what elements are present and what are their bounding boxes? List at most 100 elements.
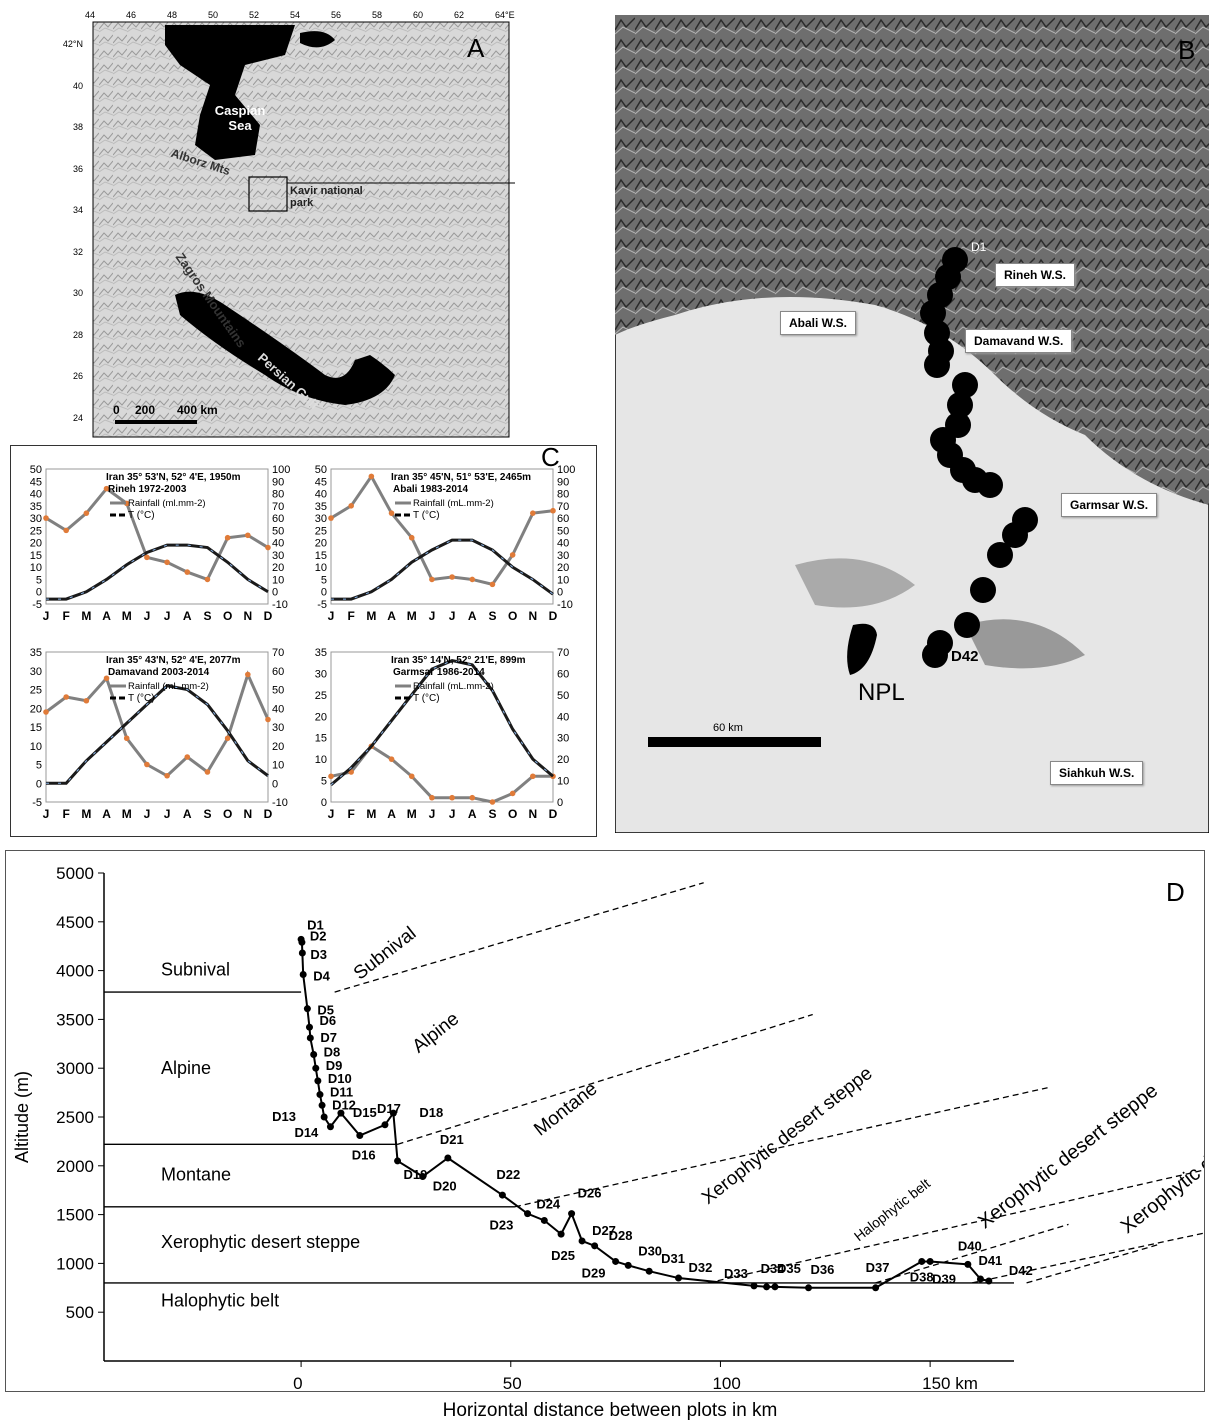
diagonal-boundary [707,1167,1214,1284]
rainfall-point [63,527,69,534]
left-tick: 25 [30,685,42,697]
rainfall-point [63,694,69,700]
left-tick: 5 [321,574,327,586]
panel-a-letter: A [467,33,485,63]
rainfall-point [184,569,191,575]
rainfall-line [45,486,269,582]
chart-station: Abali 1983-2014 [393,484,468,495]
right-tick: 50 [272,525,284,537]
right-tick: 30 [272,722,284,734]
longitude-tick: 60 [413,10,424,20]
plot-point-d10 [314,1077,322,1085]
rainfall-point [43,709,49,715]
chart-station: Garmsar 1986-2014 [393,667,485,678]
rainfall-point [144,761,150,768]
diagonal-boundary [334,882,704,993]
d1-label: D1 [971,240,987,254]
plot-label-d42: D42 [1009,1263,1033,1278]
plot-point-d8 [310,1051,318,1059]
rainfall-point [489,581,496,588]
panel-a: 44 46 48 50 52 54 56 58 60 62 64°E 42°N 40 38 36 34 32 3… [63,5,630,445]
right-tick: 90 [272,476,284,488]
left-tick: 40 [315,489,327,501]
right-tick: 80 [272,489,284,501]
latitude-tick: 26 [72,371,83,381]
longitude-tick: 64°E [495,10,515,20]
plot-label-d6: D6 [319,1013,336,1028]
right-tick: 90 [557,476,569,488]
rainfall-point [103,675,110,682]
rainfall-point [408,534,415,541]
left-tick: 25 [30,525,42,537]
rainfall-point [83,510,90,516]
plot-point-d2 [298,938,306,946]
month-tick: F [63,807,70,821]
left-tick: 20 [30,703,42,715]
right-tick: -10 [272,797,288,809]
month-tick: D [264,807,273,821]
right-tick: 30 [557,550,569,562]
month-tick: J [43,609,50,623]
plot-point-d29 [612,1257,620,1265]
rainfall-point [348,503,354,509]
chart-frame [330,651,554,803]
month-tick: M [366,807,376,821]
left-tick: 20 [315,711,327,723]
left-tick: 5 [36,760,42,772]
caspian-sea [165,25,295,160]
plot-label-d21: D21 [440,1132,464,1147]
panel-b: B D1 D42 NPL 60 km Rineh W.S. Abali W.S.… [614,14,1210,834]
plot-label-d25: D25 [551,1248,575,1263]
month-tick: J [429,807,436,821]
plot-label-d18: D18 [419,1105,443,1120]
rainfall-point [530,773,536,780]
transect-dot [987,542,1013,568]
plot-point-d13 [320,1113,328,1121]
diagonal-belt-label: Alpine [409,1008,464,1057]
left-tick: 5 [321,776,327,788]
rainfall-point [204,769,211,775]
right-tick: 10 [272,574,284,586]
rainfall-point [509,552,516,558]
panel-c-letter: C [541,442,560,472]
transect-dot [924,352,950,378]
panel-c: C 50 45 40 35 30 25 20 15 10 5 0 -5 100 90 80 70 60 50 40 3… [10,442,597,837]
plot-point-d35 [771,1283,779,1291]
plot-point-d34 [763,1283,771,1291]
chart-station: Rineh 1972-2003 [108,484,187,495]
plot-label-d4: D4 [313,969,330,984]
left-tick: -5 [32,797,42,809]
right-tick: 50 [557,690,569,702]
left-tick: -5 [32,599,42,611]
diagonal-belt-label: Montane [530,1078,601,1140]
belt-label: Montane [161,1165,231,1185]
month-tick: J [144,609,151,623]
callout-rineh: Rineh W.S. [995,263,1076,287]
mountain-relief [615,15,1209,505]
month-tick: A [387,609,396,623]
callout-damavand: Damavand W.S. [965,329,1073,353]
left-tick: 25 [315,525,327,537]
diagonal-belt-label: Halophytic belt [851,1175,933,1244]
persian-gulf [175,291,395,405]
plot-point-d9 [312,1064,320,1072]
latitude-tick: 42°N [62,39,83,49]
month-tick: M [366,609,376,623]
left-tick: 30 [30,666,42,678]
chart-header: Iran 35° 14'N, 52° 21'E, 899m [391,655,526,666]
plot-label-d31: D31 [661,1251,685,1266]
plot-label-d10: D10 [328,1071,352,1086]
right-tick: 80 [557,489,569,501]
left-tick: 10 [315,754,327,766]
plot-label-d2: D2 [310,928,327,943]
x-tick-label: 100 [712,1374,740,1391]
panel-d-xlabel: Horizontal distance between plots in km [442,1400,778,1421]
plot-label-d32: D32 [689,1260,713,1275]
left-tick: 50 [30,464,42,476]
plot-label-d22: D22 [496,1167,520,1182]
left-tick: 25 [315,690,327,702]
month-tick: A [102,609,111,623]
rainfall-line [45,670,270,778]
month-tick: M [81,609,91,623]
plot-label-d41: D41 [978,1253,1002,1268]
